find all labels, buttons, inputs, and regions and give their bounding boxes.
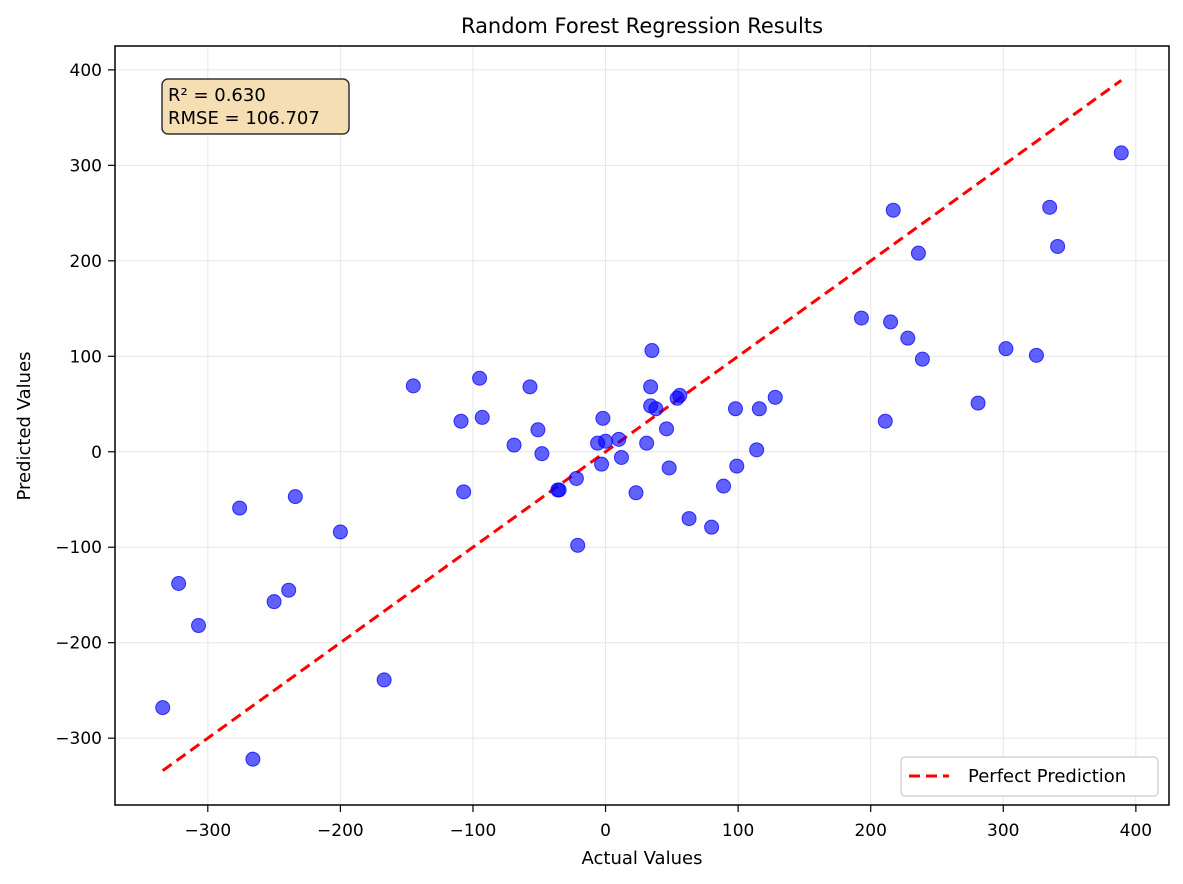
scatter-point: [1028, 347, 1044, 363]
scatter-point: [1042, 199, 1058, 215]
scatter-point: [914, 351, 930, 367]
y-tick-label: 0: [91, 443, 102, 463]
scatter-point: [883, 314, 899, 330]
scatter-point: [900, 330, 916, 346]
scatter-point: [245, 751, 261, 767]
scatter-point: [171, 576, 187, 592]
scatter-point: [456, 484, 472, 500]
x-tick-label: −300: [184, 821, 231, 841]
y-tick-label: 100: [70, 347, 102, 367]
scatter-point: [522, 379, 538, 395]
scatter-point: [716, 478, 732, 494]
legend-label-perfect-prediction: Perfect Prediction: [968, 766, 1126, 787]
y-tick-label: −100: [55, 538, 102, 558]
scatter-point: [643, 379, 659, 395]
grid-lines: [115, 46, 1169, 805]
scatter-point: [767, 389, 783, 405]
scatter-point: [472, 370, 488, 386]
chart-title: Random Forest Regression Results: [461, 14, 823, 38]
scatter-point: [530, 422, 546, 438]
plot-frame: [114, 45, 1170, 806]
scatter-point: [661, 460, 677, 476]
x-axis: −300 −200 −100 0 100 200 300 400: [184, 805, 1152, 841]
perfect-prediction-line: [161, 79, 1123, 772]
scatter-point: [613, 449, 629, 465]
scatter-point: [506, 437, 522, 453]
legend-frame: [900, 756, 1159, 797]
scatter-point: [648, 401, 664, 417]
scatter-point: [727, 401, 743, 417]
scatter-point: [611, 431, 627, 447]
x-tick-label: −200: [317, 821, 364, 841]
y-tick-label: 400: [70, 61, 102, 81]
scatter-point: [751, 401, 767, 417]
scatter-point: [659, 421, 675, 437]
scatter-point: [970, 395, 986, 411]
x-tick-label: 400: [1120, 821, 1152, 841]
scatter-point: [853, 310, 869, 326]
scatter-point: [877, 413, 893, 429]
perfect-prediction-line-path: [161, 79, 1123, 772]
scatter-point: [191, 618, 207, 634]
x-tick-label: 200: [854, 821, 886, 841]
scatter-point: [885, 202, 901, 218]
scatter-point: [1113, 145, 1129, 161]
x-tick-label: 300: [987, 821, 1019, 841]
scatter-point: [570, 537, 586, 553]
scatter-point: [266, 594, 282, 610]
scatter-point: [628, 485, 644, 501]
scatter-points: [155, 145, 1129, 767]
scatter-point: [453, 413, 469, 429]
scatter-point: [704, 519, 720, 535]
scatter-point: [644, 343, 660, 359]
scatter-point: [910, 245, 926, 261]
scatter-point: [474, 409, 490, 425]
scatter-point: [332, 524, 348, 540]
scatter-point: [681, 511, 697, 527]
scatter-point: [998, 341, 1014, 357]
y-tick-label: 300: [70, 156, 102, 176]
scatter-point: [594, 456, 610, 472]
legend: Perfect Prediction: [900, 756, 1159, 797]
metrics-box: R² = 0.630 RMSE = 106.707: [161, 78, 350, 135]
scatter-point: [405, 378, 421, 394]
scatter-point: [281, 582, 297, 598]
scatter-point: [729, 458, 745, 474]
x-tick-label: −100: [450, 821, 497, 841]
scatter-point: [568, 470, 584, 486]
x-tick-label: 100: [722, 821, 754, 841]
y-tick-label: 200: [70, 252, 102, 272]
y-tick-label: −200: [55, 634, 102, 654]
scatter-point: [749, 442, 765, 458]
y-axis: −300 −200 −100 0 100 200 300 400: [55, 61, 115, 749]
scatter-point: [1050, 238, 1066, 254]
scatter-point: [155, 700, 171, 716]
scatter-point: [232, 500, 248, 516]
metrics-box-background: [161, 78, 350, 135]
metrics-rmse-text: RMSE = 106.707: [168, 108, 320, 129]
scatter-point: [595, 410, 611, 426]
y-axis-label: Predicted Values: [14, 351, 35, 500]
scatter-point: [287, 489, 303, 505]
scatter-point: [598, 433, 614, 449]
scatter-point: [639, 435, 655, 451]
scatter-point: [672, 387, 688, 403]
scatter-point: [376, 672, 392, 688]
scatter-point: [551, 482, 567, 498]
x-axis-label: Actual Values: [582, 848, 703, 869]
scatter-point: [534, 446, 550, 462]
metrics-r2-text: R² = 0.630: [168, 85, 266, 106]
y-tick-label: −300: [55, 729, 102, 749]
x-tick-label: 0: [600, 821, 611, 841]
